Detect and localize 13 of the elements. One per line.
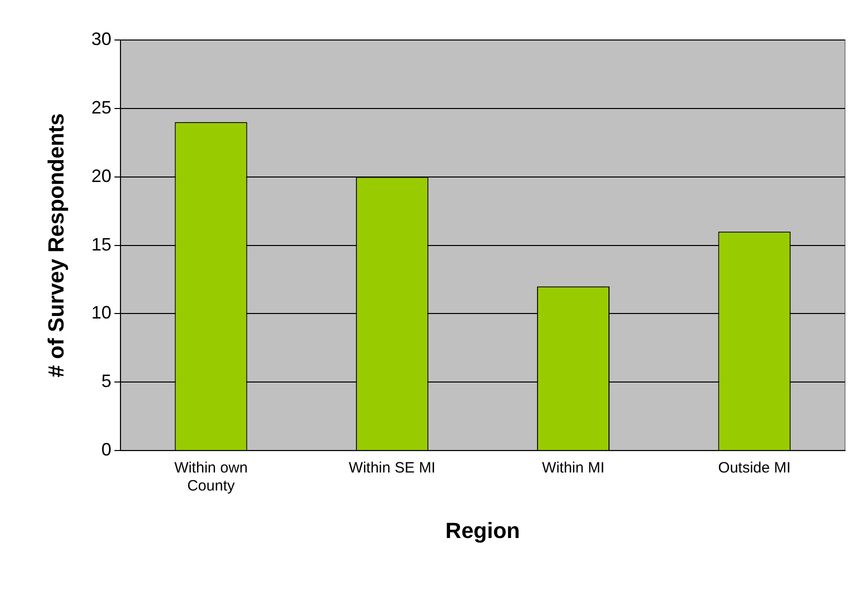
y-tick-label: 25 xyxy=(91,97,112,118)
x-tick-label: Within MI xyxy=(542,460,605,477)
y-tick-label: 10 xyxy=(91,302,112,323)
y-axis-title: # of Survey Respondents xyxy=(43,113,68,378)
x-axis-title: Region xyxy=(445,518,520,543)
y-tick-label: 5 xyxy=(101,371,112,392)
y-tick-label: 15 xyxy=(91,234,112,254)
x-tick-label: Within own County xyxy=(174,460,248,495)
y-tick-label: 30 xyxy=(91,28,112,49)
x-tick-label: Outside MI xyxy=(718,460,791,477)
y-tick-label: 0 xyxy=(101,440,112,460)
x-tick-label: Within SE MI xyxy=(348,460,436,477)
y-tick-label: 20 xyxy=(91,166,112,186)
